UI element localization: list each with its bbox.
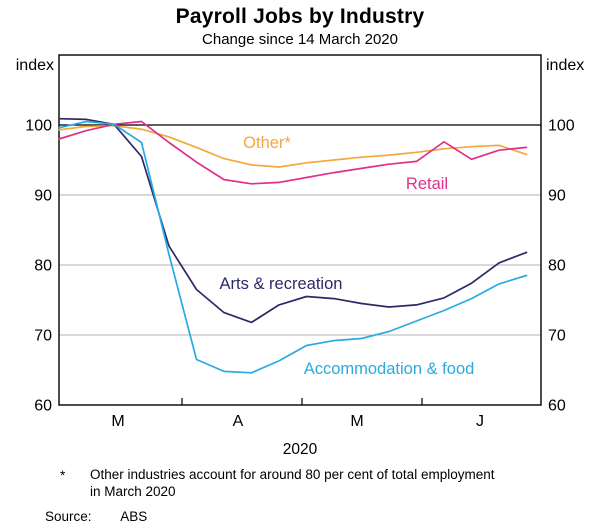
- footnote-text: Other industries account for around 80 p…: [90, 466, 560, 500]
- y-tick-label-left-60: 60: [34, 398, 52, 415]
- y-tick-label-right-60: 60: [548, 398, 566, 415]
- footnote-line-2: in March 2020: [90, 484, 176, 499]
- x-month-label-4: J: [476, 413, 484, 430]
- source-label: Source:: [45, 509, 92, 524]
- y-unit-label-right: index: [546, 57, 584, 74]
- y-tick-label-right-70: 70: [548, 328, 566, 345]
- x-month-label-1: M: [111, 413, 124, 430]
- plot-border: [58, 54, 542, 406]
- series-label-retail: Retail: [406, 175, 448, 193]
- y-tick-label-right-90: 90: [548, 188, 566, 205]
- footnote-marker: *: [60, 468, 66, 483]
- footnote: * Other industries account for around 80…: [60, 466, 560, 500]
- y-tick-label-left-80: 80: [34, 258, 52, 275]
- plot-svg: Other* Retail Arts & recreation Accommodati…: [16, 54, 584, 458]
- y-tick-label-left-70: 70: [34, 328, 52, 345]
- y-tick-label-left-100: 100: [25, 118, 52, 135]
- x-month-label-3: M: [350, 413, 363, 430]
- y-tick-label-right-100: 100: [548, 118, 575, 135]
- series-line-arts-recreation: [58, 117, 528, 324]
- series-line-retail: [58, 120, 528, 185]
- source-row: Source: ABS: [45, 509, 147, 524]
- chart-title: Payroll Jobs by Industry: [175, 5, 425, 28]
- series-label-arts-recreation: Arts & recreation: [220, 275, 343, 293]
- x-month-label-2: A: [233, 413, 244, 430]
- series-label-other: Other*: [243, 134, 291, 152]
- footnote-line-1: Other industries account for around 80 p…: [90, 467, 495, 482]
- series-line-other: [58, 124, 528, 168]
- x-year-label: 2020: [283, 441, 318, 458]
- y-tick-label-right-80: 80: [548, 258, 566, 275]
- y-tick-label-left-90: 90: [34, 188, 52, 205]
- y-unit-label-left: index: [16, 57, 54, 74]
- series-line-accommodation-food: [58, 120, 528, 374]
- series-label-accommodation-food: Accommodation & food: [304, 360, 475, 378]
- source-value: ABS: [120, 509, 148, 524]
- chart-subtitle: Change since 14 March 2020: [202, 31, 398, 48]
